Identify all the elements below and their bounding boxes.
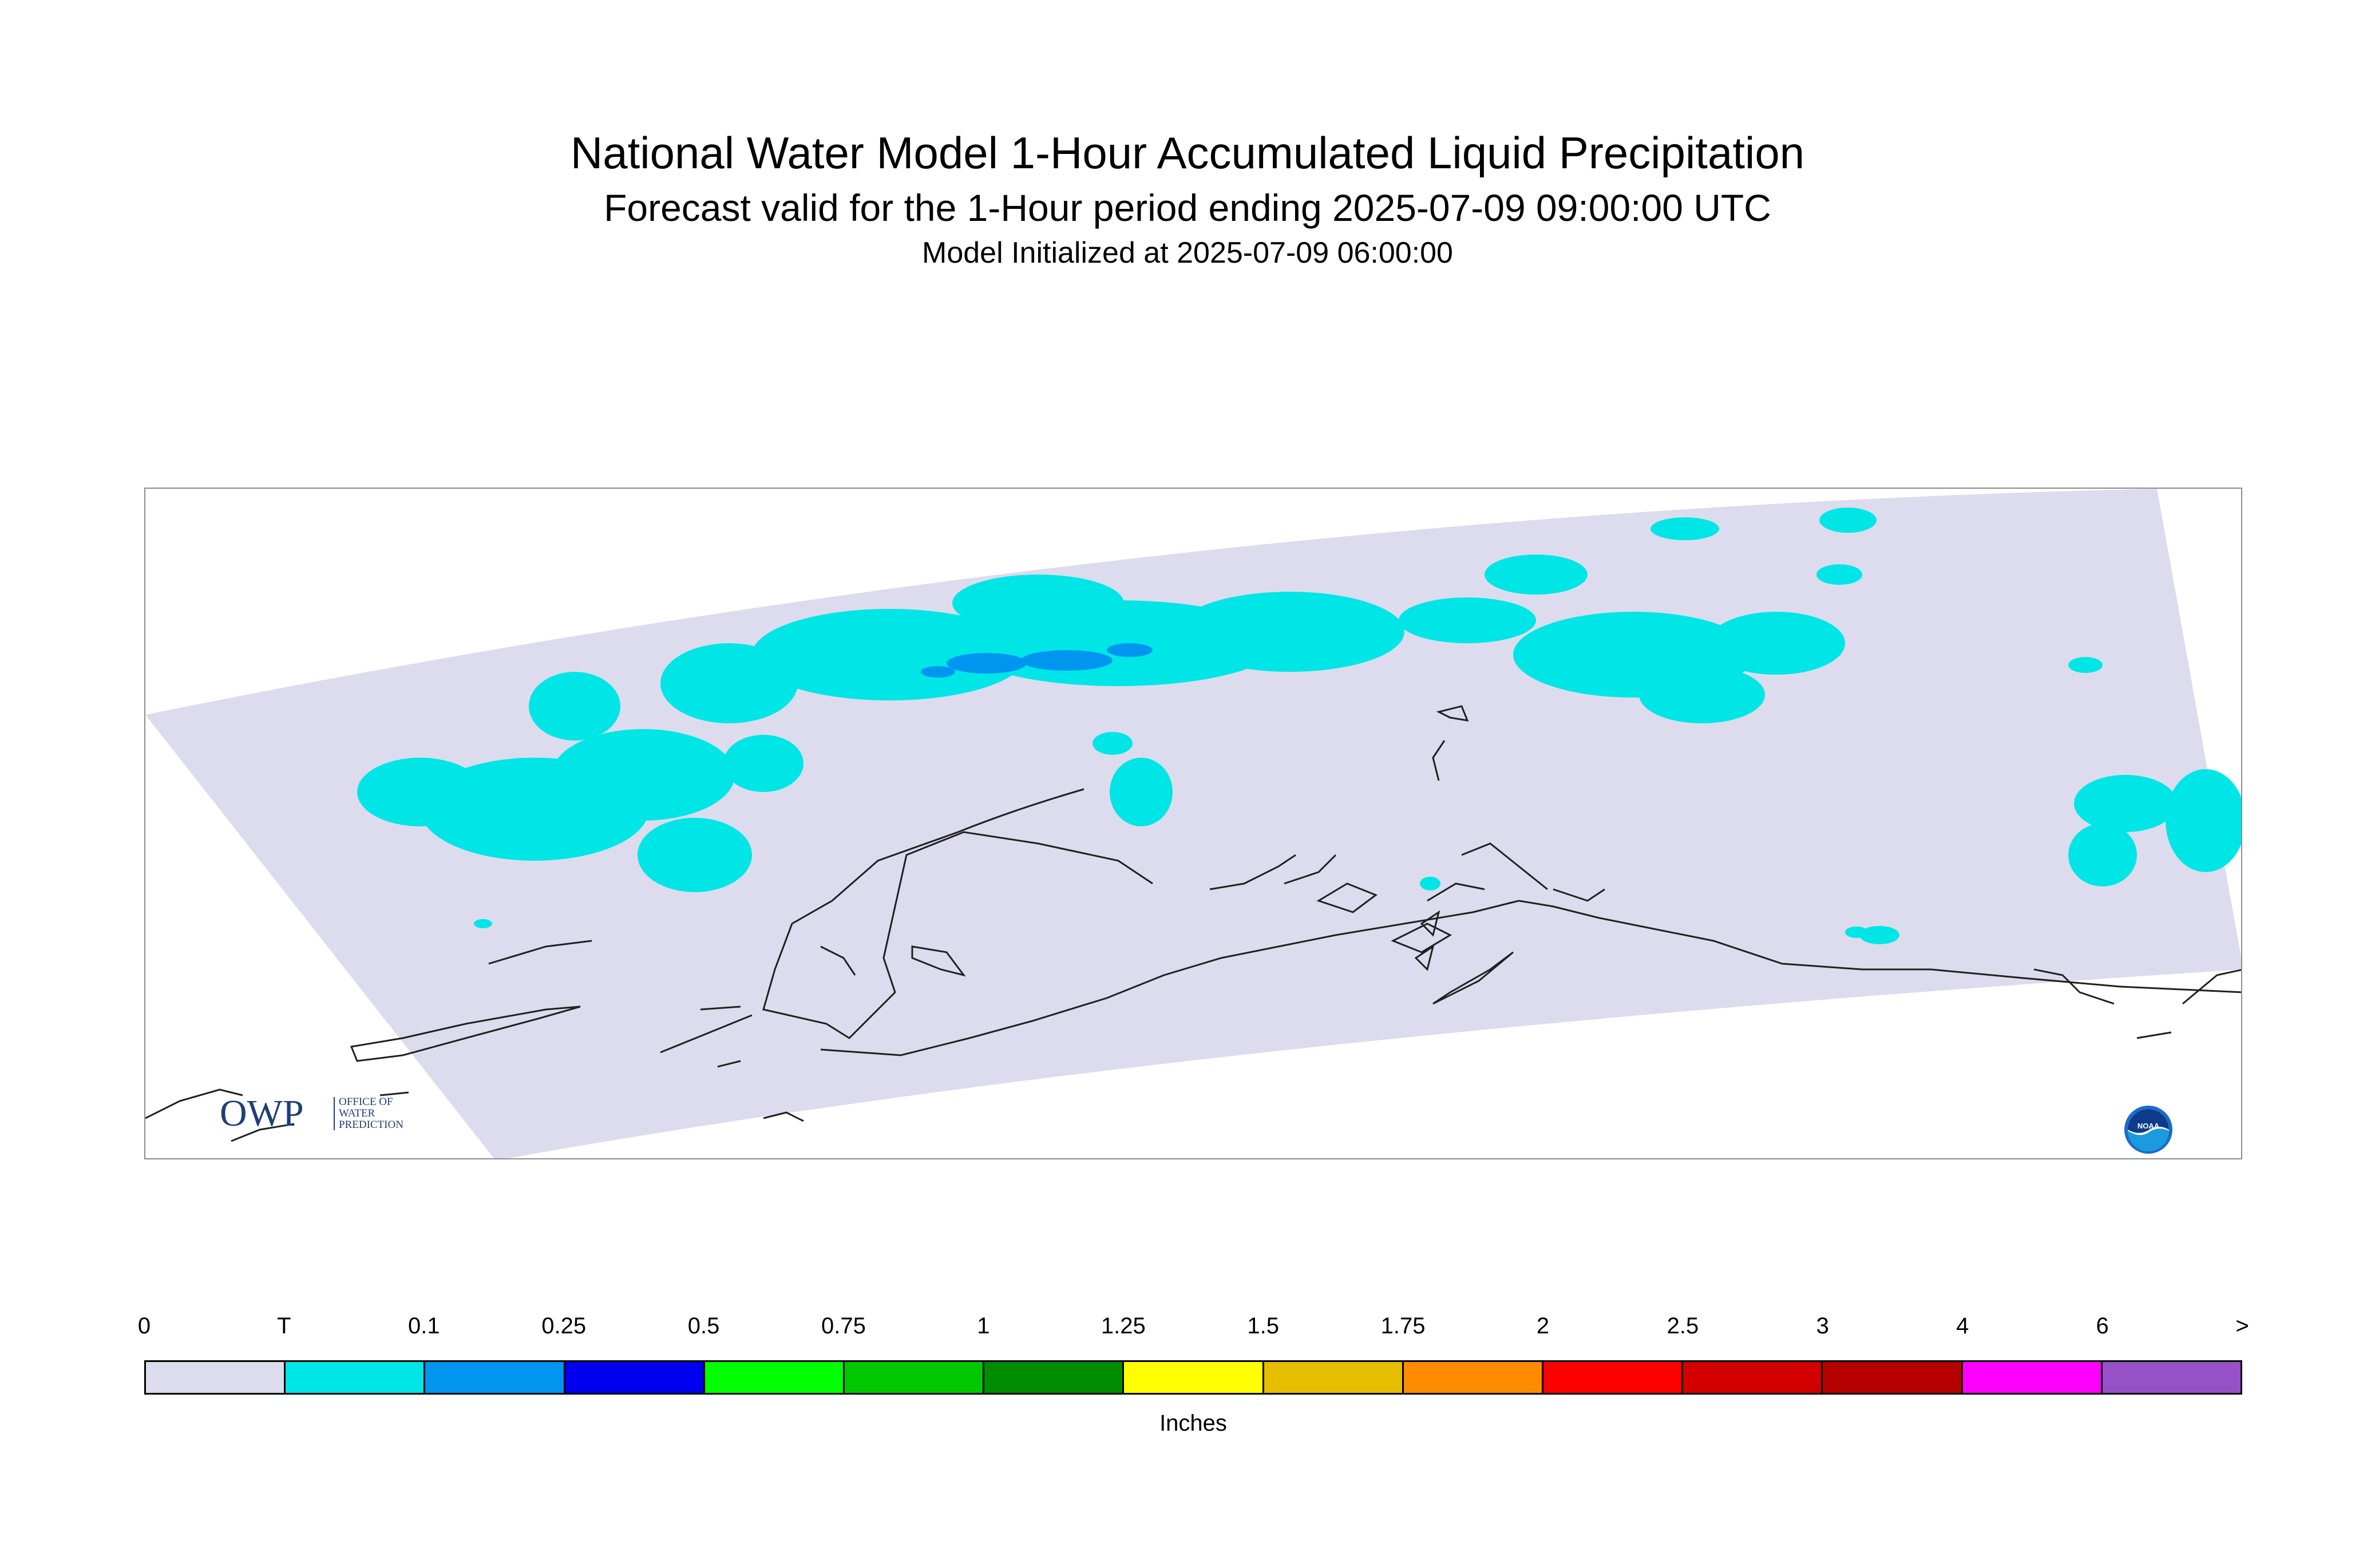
chart-title: National Water Model 1-Hour Accumulated … xyxy=(570,128,1805,178)
legend-color-10 xyxy=(1543,1362,1684,1393)
legend-color-9 xyxy=(1403,1362,1544,1393)
owp-logo-line2: WATER xyxy=(339,1107,375,1119)
noaa-logo-text: NOAA xyxy=(2138,1122,2160,1130)
legend-tick-label: 0 xyxy=(137,1313,151,1339)
legend-tick-label: 0.1 xyxy=(407,1313,440,1339)
legend-color-12 xyxy=(1823,1362,1963,1393)
legend-tick-label: > xyxy=(2235,1313,2249,1339)
legend-color-0 xyxy=(146,1362,286,1393)
legend-tick-label: 1 xyxy=(977,1313,990,1339)
owp-logo-line1: OFFICE OF xyxy=(339,1096,393,1108)
legend-colorbar xyxy=(144,1360,2242,1395)
legend-color-7 xyxy=(1124,1362,1264,1393)
legend-color-2 xyxy=(425,1362,565,1393)
legend-tick-label: 4 xyxy=(1956,1313,1969,1339)
forecast-valid-subtitle: Forecast valid for the 1-Hour period end… xyxy=(604,187,1771,229)
legend-tick-label: 2 xyxy=(1536,1313,1550,1339)
legend-tick-label: 2.5 xyxy=(1667,1313,1699,1339)
legend-tick-label: 3 xyxy=(1816,1313,1829,1339)
coastlines xyxy=(145,705,2241,1142)
legend-tick-label: 0.75 xyxy=(821,1313,866,1339)
legend-color-13 xyxy=(1962,1362,2103,1393)
legend-color-14 xyxy=(2102,1362,2241,1393)
legend-color-11 xyxy=(1683,1362,1823,1393)
legend-tick-label: 0.25 xyxy=(541,1313,587,1339)
legend-color-5 xyxy=(845,1362,985,1393)
legend-units: Inches xyxy=(1159,1411,1227,1436)
map-canvas xyxy=(145,489,2241,1158)
legend-tick-label: 1.75 xyxy=(1380,1313,1426,1339)
legend-tick-label: 1.5 xyxy=(1247,1313,1279,1339)
legend-color-4 xyxy=(704,1362,845,1393)
legend-color-1 xyxy=(286,1362,426,1393)
legend-color-6 xyxy=(984,1362,1125,1393)
owp-logo-line3: PREDICTION xyxy=(339,1119,403,1131)
color-legend: 0 T 0.1 0.25 0.5 0.75 1 1.25 1.5 1.75 2 2.5 3 4 6 > Inc… xyxy=(138,1313,2249,1485)
legend-color-3 xyxy=(565,1362,705,1393)
legend-tick-label: 1.25 xyxy=(1101,1313,1146,1339)
light-precip-areas xyxy=(921,643,1153,678)
precipitation-map: OWP OFFICE OF WATER PREDICTION NOAA xyxy=(144,488,2242,1159)
model-init-subtitle: Model Initialized at 2025-07-09 06:00:00 xyxy=(922,236,1453,270)
trace-precip-areas xyxy=(357,508,2241,944)
legend-tick-label: 0.5 xyxy=(687,1313,720,1339)
owp-logo-letters: OWP xyxy=(220,1092,304,1133)
legend-tick-label: 6 xyxy=(2096,1313,2109,1339)
legend-tick-label: T xyxy=(277,1313,291,1339)
legend-color-8 xyxy=(1264,1362,1404,1393)
